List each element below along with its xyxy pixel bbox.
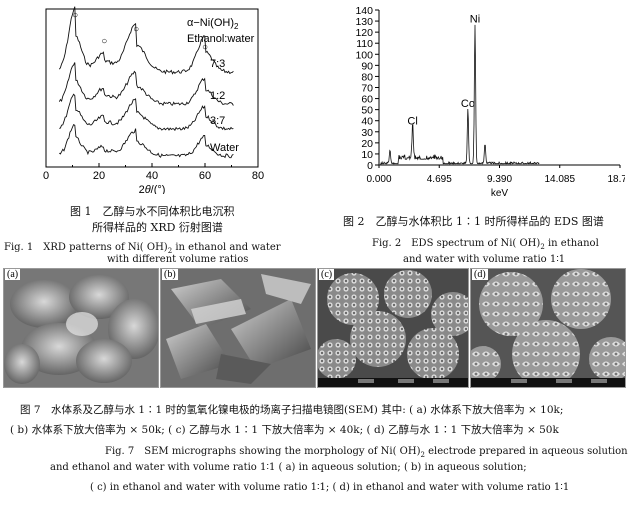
- eds-y-tick-label: 20: [361, 138, 373, 150]
- eds-spectrum-line: [379, 24, 540, 166]
- fig1-caption-en-tail: in ethanol and water: [172, 242, 281, 253]
- eds-x-axis-label: keV: [491, 188, 509, 197]
- fig2-caption-en-sub: 2: [540, 243, 545, 251]
- fig7-caption-en-line1: Fig. 7 SEM micrographs showing the morph…: [105, 442, 628, 459]
- eds-y-tick-label: 90: [361, 60, 373, 72]
- xrd-series-label: 1:2: [210, 90, 225, 102]
- xrd-peak-marker: ○: [72, 10, 78, 21]
- eds-x-tick-label: 4.695: [427, 174, 452, 185]
- fig1-caption-cn-line1: 图 1 乙醇与水不同体积比电沉积: [70, 205, 235, 218]
- xrd-x-tick-label: 40: [146, 170, 158, 182]
- xrd-x-tick-label: 80: [252, 170, 264, 182]
- xrd-legend-title-1: α−Ni(OH)2: [187, 17, 239, 31]
- eds-y-tick-label: 80: [361, 71, 373, 83]
- eds-y-tick-label: 50: [361, 105, 373, 117]
- xrd-series-line: [58, 6, 234, 75]
- eds-y-tick-label: 140: [355, 5, 373, 17]
- xrd-chart: 0 20 40 60 80 2θ/(°) α−Ni(OH)2 Ethanol:water 7:3…: [43, 6, 264, 194]
- sem-panel-c-label: (c): [319, 269, 335, 280]
- xrd-series-label: 7:3: [210, 58, 225, 70]
- sem-image-a: [4, 269, 158, 387]
- xrd-peak-marker: ○: [133, 24, 139, 35]
- sem-panel-c: (c): [317, 268, 469, 388]
- fig7-caption-en-text: Fig. 7 SEM micrographs showing the morph…: [105, 446, 421, 457]
- eds-y-tick-label: 100: [355, 49, 373, 61]
- sem-panel-c-scalebar: [318, 378, 468, 387]
- fig7-caption-en-line2: and ethanol and water with volume ratio …: [50, 462, 527, 473]
- eds-y-tick-label: 30: [361, 127, 373, 139]
- xrd-x-tick-label: 0: [43, 170, 49, 182]
- fig1-caption-en-line2: with different volume ratios: [107, 254, 249, 265]
- eds-peak-label: Cl: [407, 115, 417, 127]
- fig2-caption-en-line1: Fig. 2 EDS spectrum of Ni( OH)2 in ethan…: [372, 234, 599, 251]
- fig7-caption-cn-line1: 图 7 水体系及乙醇与水 1∶1 时的氢氧化镍电极的场离子扫描电镜图(SEM) …: [20, 404, 564, 416]
- eds-y-tick-label: 130: [355, 16, 373, 28]
- xrd-legend-title-2: Ethanol:water: [187, 33, 255, 45]
- xrd-series-label: Water: [210, 142, 239, 154]
- eds-x-tick-label: 18.78: [607, 174, 625, 185]
- xrd-series-line: [58, 62, 234, 106]
- fig7-caption-en-tail: electrode prepared in aqueous solution: [424, 446, 628, 457]
- fig1-caption-en-sub: 2: [167, 247, 173, 255]
- fig1-caption-en-text: Fig. 1 XRD patterns of Ni( OH): [4, 242, 168, 253]
- sem-panel-b: (b): [160, 268, 316, 388]
- fig1-caption-en-line1: Fig. 1 XRD patterns of Ni( OH)2 in ethan…: [4, 238, 281, 255]
- xrd-series-line: [59, 123, 234, 159]
- xrd-x-axis-label: 2θ/(°): [139, 184, 166, 194]
- fig2-caption-en-tail: in ethanol: [544, 238, 599, 249]
- xrd-x-tick-label: 20: [93, 170, 105, 182]
- sem-image-c: [318, 269, 468, 387]
- eds-peak-label: Co: [461, 98, 475, 110]
- eds-x-tick-label: 14.085: [544, 174, 575, 185]
- eds-y-tick-label: 60: [361, 94, 373, 106]
- fig7-caption-en-line3: ( c) in ethanol and water with volume ra…: [90, 482, 570, 493]
- eds-y-tick-label: 10: [361, 149, 373, 161]
- fig7-caption-cn-line2: ( b) 水体系下放大倍率为 × 50k; ( c) 乙醇与水 1∶1 下放大倍…: [10, 424, 559, 436]
- eds-peak-label: Ni: [470, 14, 480, 26]
- eds-y-tick-label: 70: [361, 83, 373, 95]
- sem-panel-a: (a): [3, 268, 159, 388]
- sem-panel-a-label: (a): [5, 269, 21, 280]
- sem-panel-d: (d): [470, 268, 626, 388]
- eds-y-tick-label: 40: [361, 116, 373, 128]
- fig7-caption-en-sub: 2: [420, 451, 425, 459]
- eds-x-tick-label: 9.390: [487, 174, 512, 185]
- xrd-peak-marker: ○: [101, 36, 107, 47]
- sem-panel-d-label: (d): [472, 269, 488, 280]
- fig2-caption-en-text: Fig. 2 EDS spectrum of Ni( OH): [372, 238, 541, 249]
- fig2-caption-cn: 图 2 乙醇与水体积比 1∶1 时所得样品的 EDS 图谱: [343, 215, 604, 228]
- xrd-series-label: 3:7: [210, 115, 225, 127]
- sem-panel-b-label: (b): [162, 269, 178, 280]
- fig1-caption-cn-line2: 所得样品的 XRD 衍射图谱: [92, 221, 223, 234]
- sem-panel-d-scalebar: [471, 378, 625, 387]
- fig2-caption-en-line2: and water with volume ratio 1∶1: [403, 254, 566, 265]
- eds-y-tick-label: 120: [355, 27, 373, 39]
- eds-y-tick-label: 110: [356, 38, 373, 50]
- xrd-peak-marker: ○: [202, 42, 208, 53]
- sem-image-d: [471, 269, 625, 387]
- xrd-x-tick-label: 60: [199, 170, 211, 182]
- xrd-series-line: [59, 93, 234, 132]
- eds-x-tick-label: 0.000: [366, 174, 391, 185]
- sem-image-b: [161, 269, 315, 387]
- eds-y-tick-label: 0: [367, 160, 373, 172]
